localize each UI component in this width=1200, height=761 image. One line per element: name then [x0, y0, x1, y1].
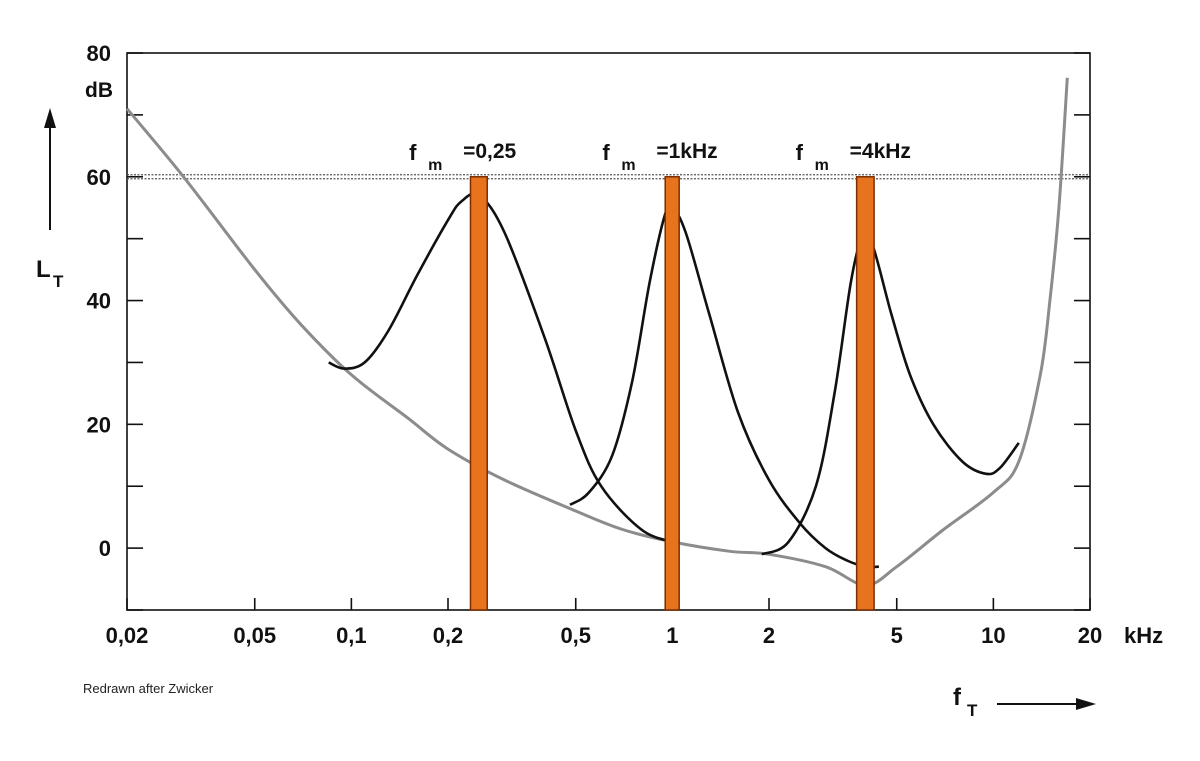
- masking-curve-1: [328, 192, 673, 544]
- threshold-in-quiet-curve: [125, 77, 1069, 587]
- x-axis-label-symbol: f: [953, 684, 962, 711]
- x-unit-label: kHz: [1124, 623, 1163, 648]
- x-axis-arrow-head: [1076, 698, 1096, 710]
- x-tick-label: 2: [763, 623, 775, 648]
- x-tick-label: 0,05: [233, 623, 276, 648]
- y-axis-arrow-head: [44, 108, 56, 128]
- masker-label-1: fm =0,25: [409, 140, 516, 174]
- masker-label-value: =1kHz: [656, 140, 717, 163]
- masker-band-2: [664, 176, 680, 611]
- y-tick-label: 20: [87, 412, 111, 437]
- y-unit-label: dB: [85, 79, 113, 102]
- x-tick-label: 0,2: [433, 623, 464, 648]
- masker-label-3: fm =4kHz: [796, 140, 911, 174]
- masker-label-symbol: f: [409, 140, 417, 165]
- masking-curve-2: [569, 203, 879, 569]
- masking-curve-3: [761, 233, 1020, 556]
- x-tick-label: 5: [891, 623, 903, 648]
- masker-label-value: =0,25: [463, 140, 516, 163]
- masker-label-value: =4kHz: [850, 140, 911, 163]
- y-tick-label: 0: [99, 536, 111, 561]
- masker-band-layer: [469, 176, 875, 611]
- x-tick-label: 10: [981, 623, 1005, 648]
- x-tick-label: 0,1: [336, 623, 367, 648]
- masker-label-subscript: m: [815, 157, 829, 174]
- y-tick-label: 60: [87, 165, 111, 190]
- x-tick-label: 20: [1078, 623, 1102, 648]
- y-tick-label: 40: [87, 289, 111, 314]
- masker-label-symbol: f: [602, 140, 610, 165]
- x-tick-label: 0,02: [106, 623, 149, 648]
- y-tick-label: 80: [87, 41, 111, 66]
- curve-layer: [125, 77, 1069, 587]
- plot-frame: [126, 52, 1091, 611]
- x-axis-label-subscript: T: [967, 701, 978, 720]
- x-tick-label: 0,5: [560, 623, 591, 648]
- masker-label-symbol: f: [796, 140, 804, 165]
- masker-band-1: [469, 176, 488, 611]
- y-axis-label-subscript: T: [53, 272, 64, 291]
- masker-band-3: [855, 176, 875, 611]
- masker-label-subscript: m: [428, 157, 442, 174]
- grid-layer: [126, 52, 1091, 611]
- x-tick-label: 1: [666, 623, 678, 648]
- y-axis-label-symbol: L: [36, 256, 51, 283]
- masker-label-2: fm =1kHz: [602, 140, 717, 174]
- masker-label-subscript: m: [621, 157, 635, 174]
- credit-text: Redrawn after Zwicker: [83, 681, 214, 696]
